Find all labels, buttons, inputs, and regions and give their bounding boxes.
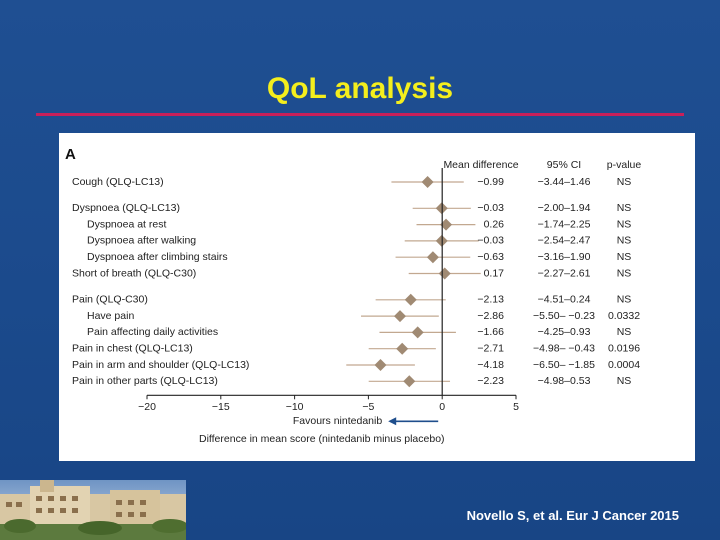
p-value: NS: [617, 251, 632, 263]
x-tick-label: 5: [513, 401, 519, 413]
mean-difference-value: −4.18: [477, 359, 504, 371]
mean-difference-value: −0.03: [477, 202, 504, 214]
panel-label: A: [65, 146, 76, 163]
forest-plot-panel: A Mean difference 95% CI p-value Cough (…: [59, 133, 695, 461]
ci-value: −2.00–1.94: [538, 202, 591, 214]
ci-value: −4.98–0.53: [538, 375, 591, 387]
favours-label: Favours nintedanib: [293, 415, 382, 427]
mean-difference-value: −0.99: [477, 176, 504, 188]
header-mean-difference: Mean difference: [443, 159, 518, 171]
ci-value: −5.50– −0.23: [533, 310, 595, 322]
mean-marker: [403, 375, 416, 388]
p-value: NS: [617, 294, 632, 306]
mean-difference-value: −0.63: [477, 251, 504, 263]
p-value: 0.0332: [608, 310, 640, 322]
row-label: Pain in other parts (QLQ-LC13): [72, 375, 218, 387]
row-label: Dyspnoea at rest: [87, 218, 166, 230]
p-value: NS: [617, 218, 632, 230]
header-ci: 95% CI: [547, 159, 581, 171]
x-tick-label: −15: [212, 401, 230, 413]
mean-difference-value: −1.66: [477, 326, 504, 338]
p-value: 0.0196: [608, 342, 640, 354]
x-tick-label: −10: [286, 401, 304, 413]
ci-value: −2.54–2.47: [538, 235, 591, 247]
row-label: Dyspnoea after walking: [87, 235, 196, 247]
x-tick-label: −20: [138, 401, 156, 413]
p-value: NS: [617, 176, 632, 188]
row-label: Cough (QLQ-LC13): [72, 176, 164, 188]
row-label: Short of breath (QLQ-C30): [72, 267, 196, 279]
p-value: NS: [617, 267, 632, 279]
forest-plot: A Mean difference 95% CI p-value Cough (…: [65, 146, 642, 445]
building-photo: [0, 480, 186, 540]
p-value: NS: [617, 235, 632, 247]
mean-marker: [421, 176, 434, 188]
ci-value: −1.74–2.25: [538, 218, 591, 230]
p-value: NS: [617, 375, 632, 387]
ci-value: −4.25–0.93: [538, 326, 591, 338]
p-value: NS: [617, 202, 632, 214]
mean-difference-value: −0.03: [477, 235, 504, 247]
mean-marker: [393, 310, 406, 323]
citation: Novello S, et al. Eur J Cancer 2015: [466, 508, 679, 523]
row-label: Dyspnoea after climbing stairs: [87, 251, 228, 263]
ci-value: −4.98– −0.43: [533, 342, 595, 354]
row-label: Pain affecting daily activities: [87, 326, 218, 338]
x-tick-label: 0: [439, 401, 445, 413]
row-label: Pain in arm and shoulder (QLQ-LC13): [72, 359, 249, 371]
mean-marker: [404, 293, 417, 306]
row-label: Dyspnoea (QLQ-LC13): [72, 202, 180, 214]
ci-value: −6.50– −1.85: [533, 359, 595, 371]
mean-difference-value: −2.71: [477, 342, 504, 354]
p-value: NS: [617, 326, 632, 338]
mean-difference-value: −2.23: [477, 375, 504, 387]
favours-arrow-head: [388, 417, 397, 426]
x-tick-label: −5: [362, 401, 374, 413]
mean-marker: [374, 359, 387, 371]
p-value: 0.0004: [608, 359, 640, 371]
x-axis-label: Difference in mean score (nintedanib min…: [199, 433, 445, 445]
ci-value: −3.44–1.46: [538, 176, 591, 188]
row-label: Have pain: [87, 310, 134, 322]
mean-difference-value: 0.17: [484, 267, 505, 279]
row-label: Pain in chest (QLQ-LC13): [72, 342, 193, 354]
header-p-value: p-value: [607, 159, 642, 171]
mean-difference-value: −2.13: [477, 294, 504, 306]
ci-value: −3.16–1.90: [538, 251, 591, 263]
mean-difference-value: 0.26: [484, 218, 505, 230]
mean-marker: [438, 267, 451, 280]
mean-marker: [411, 326, 424, 339]
ci-value: −4.51–0.24: [538, 294, 591, 306]
row-label: Pain (QLQ-C30): [72, 294, 148, 306]
slide-title: QoL analysis: [266, 72, 454, 105]
mean-marker: [396, 342, 409, 355]
ci-value: −2.27–2.61: [538, 267, 591, 279]
title-underline: [36, 113, 684, 116]
mean-difference-value: −2.86: [477, 310, 504, 322]
mean-marker: [440, 218, 453, 231]
mean-marker: [426, 251, 439, 264]
